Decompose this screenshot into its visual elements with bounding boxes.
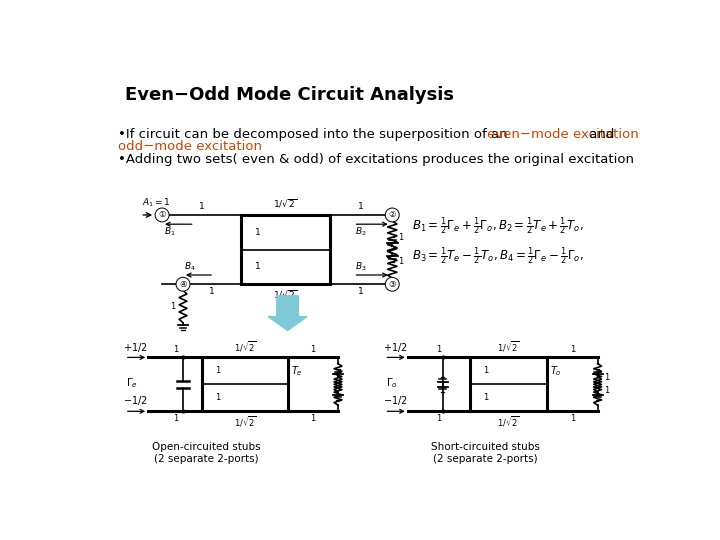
Text: 1: 1 [173, 345, 178, 354]
Text: ④: ④ [179, 280, 186, 289]
Text: $\Gamma_o$: $\Gamma_o$ [386, 376, 398, 390]
Text: $1/\sqrt{2}$: $1/\sqrt{2}$ [274, 289, 298, 301]
Text: 1: 1 [482, 393, 488, 402]
Text: •Adding two sets( even & odd) of excitations produces the original excitation: •Adding two sets( even & odd) of excitat… [118, 153, 634, 166]
Text: and: and [585, 128, 614, 141]
Text: 1: 1 [570, 345, 575, 354]
Text: 1: 1 [173, 414, 178, 423]
Text: $A_1=1$: $A_1=1$ [142, 197, 171, 209]
Text: ③: ③ [389, 280, 396, 289]
Text: $-1/2$: $-1/2$ [383, 394, 408, 408]
Text: $B_1$: $B_1$ [163, 226, 175, 238]
Text: 1: 1 [604, 387, 609, 395]
Text: 1: 1 [215, 393, 220, 402]
Circle shape [176, 278, 190, 291]
Text: 1: 1 [256, 228, 261, 237]
Text: $B_2$: $B_2$ [355, 226, 366, 238]
Text: 1: 1 [170, 302, 175, 311]
Text: ②: ② [389, 211, 396, 219]
Text: $B_1 = \frac{1}{2}\Gamma_e + \frac{1}{2}\Gamma_o, B_2 = \frac{1}{2}T_e + \frac{1: $B_1 = \frac{1}{2}\Gamma_e + \frac{1}{2}… [412, 215, 583, 237]
Text: 1: 1 [604, 373, 609, 382]
Text: $\Gamma_e$: $\Gamma_e$ [127, 376, 138, 390]
Text: Even−Odd Mode Circuit Analysis: Even−Odd Mode Circuit Analysis [125, 86, 454, 104]
Text: $1/\sqrt{2}$: $1/\sqrt{2}$ [274, 198, 298, 211]
FancyArrow shape [268, 296, 307, 330]
Text: $-1/2$: $-1/2$ [123, 394, 148, 408]
Text: $B_4$: $B_4$ [184, 261, 196, 273]
Text: 1: 1 [310, 414, 315, 423]
Text: $+1/2$: $+1/2$ [123, 341, 148, 354]
Text: 1: 1 [256, 262, 261, 272]
Circle shape [385, 278, 399, 291]
Text: 1: 1 [570, 414, 575, 423]
Text: Open-circuited stubs
(2 separate 2-ports): Open-circuited stubs (2 separate 2-ports… [152, 442, 261, 464]
Text: 1: 1 [215, 366, 220, 375]
Text: Short-circuited stubs
(2 separate 2-ports): Short-circuited stubs (2 separate 2-port… [431, 442, 540, 464]
Text: $T_e$: $T_e$ [291, 364, 302, 378]
Text: ①: ① [158, 211, 166, 219]
Text: $B_3$: $B_3$ [355, 261, 366, 273]
Text: 1: 1 [210, 287, 215, 296]
Text: $1/\sqrt{2}$: $1/\sqrt{2}$ [497, 339, 520, 354]
Text: 1: 1 [436, 414, 441, 423]
Bar [469, 357, 547, 411]
Text: 1: 1 [359, 287, 364, 296]
Circle shape [385, 208, 399, 222]
Text: •If circuit can be decomposed into the superposition of an: •If circuit can be decomposed into the s… [118, 128, 512, 141]
Text: 1: 1 [398, 233, 404, 242]
Text: $+1/2$: $+1/2$ [383, 341, 408, 354]
Text: $1/\sqrt{2}$: $1/\sqrt{2}$ [497, 414, 520, 429]
Text: even−mode excitation: even−mode excitation [487, 128, 639, 141]
Text: 1: 1 [199, 202, 204, 211]
Text: 1: 1 [310, 345, 315, 354]
Text: $1/\sqrt{2}$: $1/\sqrt{2}$ [233, 339, 256, 354]
Text: $B_3 = \frac{1}{2}T_e - \frac{1}{2}T_o, B_4 = \frac{1}{2}\Gamma_e - \frac{1}{2}\: $B_3 = \frac{1}{2}T_e - \frac{1}{2}T_o, … [412, 246, 583, 267]
Text: 1: 1 [436, 345, 441, 354]
Circle shape [155, 208, 169, 222]
Text: $1/\sqrt{2}$: $1/\sqrt{2}$ [233, 414, 256, 429]
Text: odd−mode excitation: odd−mode excitation [118, 140, 262, 153]
Text: 1: 1 [482, 366, 488, 375]
Bar [241, 215, 330, 284]
Bar [202, 357, 287, 411]
Text: $T_o$: $T_o$ [550, 364, 562, 378]
Text: 1: 1 [398, 258, 404, 266]
Text: 1: 1 [359, 202, 364, 211]
